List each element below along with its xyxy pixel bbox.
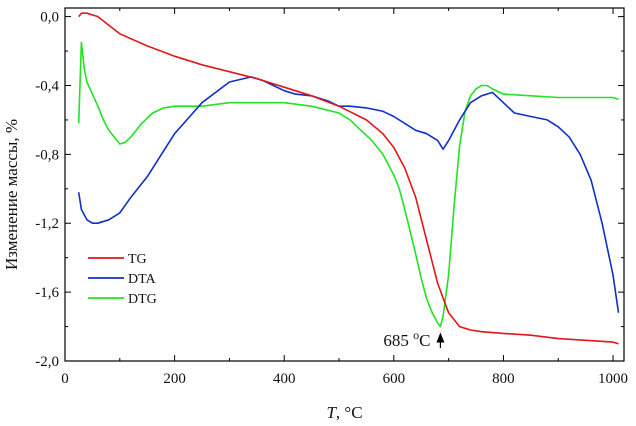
x-tick-label: 600 <box>383 371 406 387</box>
legend-label-dta: DTA <box>128 272 157 287</box>
series-line-dtg <box>77 41 619 328</box>
y-tick-label: -0,4 <box>35 78 59 94</box>
y-tick-label: -1,6 <box>35 285 59 301</box>
x-tick-label: 1000 <box>598 371 628 387</box>
x-tick-label: 0 <box>61 371 69 387</box>
x-axis-label: T, °C <box>326 403 362 422</box>
annotation-value: 685 <box>383 331 413 350</box>
series-line-tg <box>78 12 619 345</box>
tick-layer <box>64 8 624 362</box>
peak-annotation: 685 oC <box>383 328 445 350</box>
y-tick-label: 0,0 <box>40 10 59 26</box>
x-axis-variable: T <box>326 403 337 422</box>
legend-label-tg: TG <box>128 252 147 267</box>
annotation-degree: o <box>413 328 419 342</box>
annotation-arrow-head <box>436 332 445 343</box>
tick-label-layer: 0 200 400 600 800 1000 0,0 -0,4 -0,8 -1,2 -1,6 -2,0 <box>35 10 628 387</box>
legend-label-dtg: DTG <box>128 292 157 307</box>
series-layer <box>77 12 620 345</box>
annotation-unit: C <box>419 331 430 350</box>
plot-frame <box>64 7 625 362</box>
legend: TG DTA DTG <box>88 252 157 307</box>
annotation-label: 685 oC <box>383 328 430 350</box>
x-tick-label: 400 <box>273 371 296 387</box>
y-axis-label: Изменение массы, % <box>2 119 21 270</box>
y-tick-label: -1,2 <box>35 216 59 232</box>
y-tick-label: -0,8 <box>35 147 59 163</box>
x-tick-label: 800 <box>492 371 515 387</box>
series-line-dta <box>77 76 620 313</box>
x-tick-label: 200 <box>163 371 186 387</box>
x-axis-unit: , °C <box>336 403 363 422</box>
y-tick-label: -2,0 <box>35 354 59 370</box>
